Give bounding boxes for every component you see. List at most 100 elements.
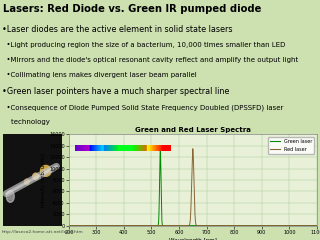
Bar <box>138 145 139 151</box>
Bar <box>89 145 90 151</box>
Bar <box>131 145 132 151</box>
Bar <box>137 145 138 151</box>
Bar <box>129 145 130 151</box>
Bar <box>118 145 119 151</box>
Bar <box>119 145 120 151</box>
Bar <box>148 145 149 151</box>
Bar <box>99 145 100 151</box>
Bar <box>161 145 162 151</box>
Bar <box>114 145 115 151</box>
Bar <box>86 145 87 151</box>
Bar <box>145 145 146 151</box>
Bar <box>134 145 135 151</box>
Bar <box>154 145 155 151</box>
Bar <box>112 145 113 151</box>
Bar <box>130 145 131 151</box>
Bar <box>125 145 126 151</box>
Bar <box>100 145 101 151</box>
Bar <box>98 145 99 151</box>
Bar <box>143 145 144 151</box>
Bar <box>155 145 156 151</box>
Text: technology: technology <box>2 119 50 125</box>
Ellipse shape <box>33 173 39 180</box>
Bar <box>152 145 153 151</box>
Bar <box>120 145 121 151</box>
Bar <box>162 145 163 151</box>
Bar <box>93 145 94 151</box>
Bar <box>108 145 109 151</box>
Text: •Green laser pointers have a much sharper spectral line: •Green laser pointers have a much sharpe… <box>2 87 229 96</box>
Bar <box>90 145 91 151</box>
Bar <box>83 145 84 151</box>
Bar <box>126 145 127 151</box>
Bar <box>81 145 82 151</box>
Bar <box>107 145 108 151</box>
Bar <box>107 145 108 151</box>
Bar <box>167 145 168 151</box>
Text: •Mirrors and the diode's optical resonant cavity reflect and amplify the output : •Mirrors and the diode's optical resonan… <box>2 57 298 63</box>
Bar <box>110 145 111 151</box>
Bar <box>163 145 164 151</box>
Ellipse shape <box>41 165 51 176</box>
Bar <box>80 145 81 151</box>
Bar <box>103 145 104 151</box>
Bar <box>144 145 145 151</box>
Bar <box>132 145 133 151</box>
Bar <box>115 145 116 151</box>
Bar <box>87 145 88 151</box>
Bar <box>76 145 77 151</box>
Bar <box>166 145 167 151</box>
Bar <box>147 145 148 151</box>
Bar <box>103 145 104 151</box>
Bar <box>94 145 95 151</box>
Bar <box>158 145 159 151</box>
Bar <box>116 145 117 151</box>
Text: •Collimating lens makes divergent laser beam parallel: •Collimating lens makes divergent laser … <box>2 72 196 78</box>
Y-axis label: Intensity (arb. units): Intensity (arb. units) <box>41 153 46 207</box>
Text: •Laser diodes are the active element in solid state lasers: •Laser diodes are the active element in … <box>2 25 232 34</box>
Bar <box>97 145 98 151</box>
Bar <box>121 145 122 151</box>
Bar <box>160 145 161 151</box>
Bar <box>117 145 118 151</box>
Bar <box>85 145 86 151</box>
Text: •Light producing region the size of a bacterium, 10,000 times smaller than LED: •Light producing region the size of a ba… <box>2 42 285 48</box>
Bar <box>124 145 125 151</box>
X-axis label: Wavelength [nm]: Wavelength [nm] <box>169 238 217 240</box>
Bar <box>79 145 80 151</box>
Bar <box>164 145 165 151</box>
Bar <box>91 145 92 151</box>
Bar <box>141 145 142 151</box>
Title: Green and Red Laser Spectra: Green and Red Laser Spectra <box>135 127 251 133</box>
Bar <box>156 145 157 151</box>
Bar <box>96 145 97 151</box>
Bar <box>77 145 78 151</box>
Text: •Consequence of Diode Pumped Solid State Frequency Doubled (DPSSFD) laser: •Consequence of Diode Pumped Solid State… <box>2 104 283 111</box>
Bar <box>111 145 112 151</box>
Bar <box>151 145 152 151</box>
Bar <box>113 145 114 151</box>
Bar <box>133 145 134 151</box>
Bar <box>102 145 103 151</box>
Bar <box>128 145 129 151</box>
Bar <box>75 145 76 151</box>
Bar <box>84 145 85 151</box>
Bar <box>127 145 128 151</box>
Bar <box>78 145 79 151</box>
Text: http://laseco2.home.att.net/laser.htm: http://laseco2.home.att.net/laser.htm <box>2 230 83 234</box>
Bar <box>122 145 123 151</box>
Bar <box>169 145 170 151</box>
Bar <box>95 145 96 151</box>
Bar <box>106 145 107 151</box>
Bar <box>136 145 137 151</box>
Bar <box>109 145 110 151</box>
Bar <box>82 145 83 151</box>
Bar <box>135 145 136 151</box>
Bar <box>92 145 93 151</box>
Bar <box>165 145 166 151</box>
Bar <box>88 145 89 151</box>
Bar <box>149 145 150 151</box>
Bar <box>168 145 169 151</box>
Legend: Green laser, Red laser: Green laser, Red laser <box>268 137 314 154</box>
Bar <box>157 145 158 151</box>
